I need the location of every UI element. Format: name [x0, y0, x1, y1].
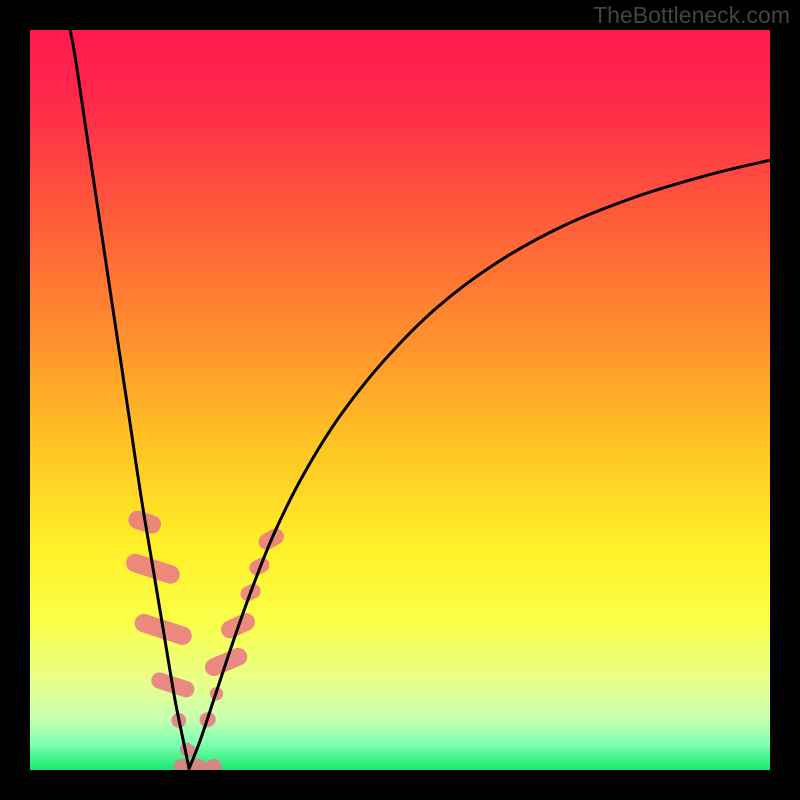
chart-svg	[0, 0, 800, 800]
watermark-text: TheBottleneck.com	[593, 2, 790, 29]
plot-background	[30, 30, 770, 770]
chart-frame: TheBottleneck.com	[0, 0, 800, 800]
